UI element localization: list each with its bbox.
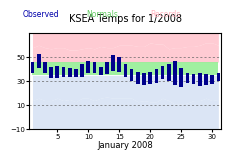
Bar [216, 73, 219, 81]
Bar [172, 61, 176, 85]
Bar [135, 72, 139, 84]
Bar [209, 75, 213, 84]
Bar [37, 54, 40, 68]
Bar [160, 66, 164, 79]
Bar [105, 62, 108, 74]
Bar [92, 62, 96, 73]
Bar [129, 69, 133, 81]
Bar [61, 67, 65, 77]
Bar [203, 74, 207, 85]
Bar [197, 73, 201, 86]
Bar [68, 68, 71, 77]
Bar [117, 57, 121, 72]
Text: Records: Records [149, 10, 179, 19]
Bar [98, 67, 102, 75]
Bar [166, 64, 170, 81]
Bar [142, 73, 145, 85]
Bar [86, 61, 90, 73]
Title: KSEA Temps for 1/2008: KSEA Temps for 1/2008 [69, 14, 181, 24]
Bar [154, 69, 157, 83]
Bar [74, 69, 77, 77]
Text: Observed: Observed [22, 10, 59, 19]
Bar [80, 64, 83, 77]
Bar [111, 55, 114, 71]
Bar [55, 66, 59, 78]
Bar [123, 64, 127, 77]
X-axis label: January 2008: January 2008 [97, 141, 153, 150]
Bar [185, 73, 188, 83]
Text: Normals: Normals [85, 10, 117, 19]
Bar [148, 72, 151, 84]
Bar [49, 67, 53, 78]
Bar [179, 68, 182, 87]
Bar [30, 62, 34, 73]
Bar [43, 62, 47, 73]
Bar [191, 74, 195, 84]
